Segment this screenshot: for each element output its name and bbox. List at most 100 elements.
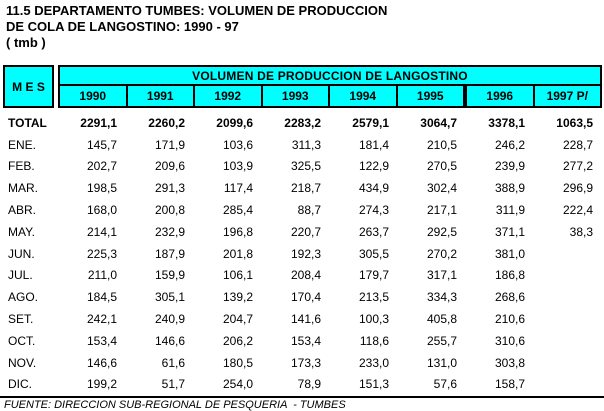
value-cell: 218,7 xyxy=(290,181,321,196)
value-cell: 209,6 xyxy=(154,159,185,174)
value-cell: 139,2 xyxy=(222,290,253,305)
value-cell: 228,7 xyxy=(562,137,593,152)
value-cell: 208,4 xyxy=(290,268,321,283)
row-label: TOTAL xyxy=(8,115,47,130)
value-cell: 206,2 xyxy=(222,333,253,348)
table-row: AGO. 184,5 305,1 139,2 170,4 213,5 334,3 268,6 xyxy=(0,286,604,308)
value-cell: 233,0 xyxy=(358,355,389,370)
row-label: MAR. xyxy=(8,181,38,196)
value-cell: 106,1 xyxy=(222,268,253,283)
row-label: AGO. xyxy=(8,290,39,305)
table-row: JUN. 225,3 187,9 201,8 192,3 305,5 270,2 381,0 xyxy=(0,243,604,265)
value-cell: 184,5 xyxy=(86,290,117,305)
table-header-block: VOLUMEN DE PRODUCCION DE LANGOSTINO 1990… xyxy=(58,65,602,108)
value-cell: 2099,6 xyxy=(216,115,253,130)
value-cell: 202,7 xyxy=(86,159,117,174)
value-cell: 325,5 xyxy=(290,159,321,174)
value-cell: 153,4 xyxy=(290,333,321,348)
year-header-cell: 1993 xyxy=(260,86,329,106)
value-cell: 285,4 xyxy=(222,203,253,218)
value-cell: 254,0 xyxy=(222,377,253,392)
table-row: NOV. 146,6 61,6 180,5 173,3 233,0 131,0 303,8 xyxy=(0,352,604,374)
table-row: OCT. 153,4 146,6 206,2 153,4 118,6 255,7 310,6 xyxy=(0,330,604,352)
value-cell: 232,9 xyxy=(154,224,185,239)
value-cell: 2283,2 xyxy=(284,115,321,130)
value-cell: 3378,1 xyxy=(488,115,525,130)
table-row: TOTAL 2291,1 2260,2 2099,6 2283,2 2579,1 3064,… xyxy=(0,112,604,134)
value-cell: 103,9 xyxy=(222,159,253,174)
value-cell: 159,9 xyxy=(154,268,185,283)
value-cell: 171,9 xyxy=(154,137,185,152)
value-cell: 217,1 xyxy=(426,203,457,218)
value-cell: 220,7 xyxy=(290,224,321,239)
value-cell: 199,2 xyxy=(86,377,117,392)
title-line-1: 11.5 DEPARTAMENTO TUMBES: VOLUMEN DE PRO… xyxy=(6,3,388,18)
row-label: JUN. xyxy=(8,246,35,261)
value-cell: 2260,2 xyxy=(148,115,185,130)
table-row: SET. 242,1 240,9 204,7 141,6 100,3 405,8 210,6 xyxy=(0,308,604,330)
value-cell: 1063,5 xyxy=(556,115,593,130)
value-cell: 263,7 xyxy=(358,224,389,239)
value-cell: 255,7 xyxy=(426,333,457,348)
year-header-cell: 1992 xyxy=(193,86,261,106)
value-cell: 270,2 xyxy=(426,246,457,261)
year-header-cell: 1994 xyxy=(328,86,396,106)
value-cell: 305,1 xyxy=(154,290,185,305)
value-cell: 170,4 xyxy=(290,290,321,305)
value-cell: 270,5 xyxy=(426,159,457,174)
value-cell: 88,7 xyxy=(297,203,321,218)
year-header-cell: 1996 xyxy=(463,86,533,106)
table-row: FEB. 202,7 209,6 103,9 325,5 122,9 270,5 239,9 2… xyxy=(0,156,604,178)
value-cell: 310,6 xyxy=(494,333,525,348)
value-cell: 240,9 xyxy=(154,312,185,327)
value-cell: 2579,1 xyxy=(352,115,389,130)
year-header-cell: 1991 xyxy=(125,86,194,106)
value-cell: 296,9 xyxy=(562,181,593,196)
value-cell: 200,8 xyxy=(154,203,185,218)
value-cell: 274,3 xyxy=(358,203,389,218)
year-header-cell: 1997 P/ xyxy=(532,86,601,106)
row-label: JUL. xyxy=(8,268,33,283)
year-header-row: 1990 1991 1992 1993 1994 1995 1996 1997 P/ xyxy=(60,86,600,106)
row-label: DIC. xyxy=(8,377,32,392)
value-cell: 173,3 xyxy=(290,355,321,370)
value-cell: 246,2 xyxy=(494,137,525,152)
value-cell: 317,1 xyxy=(426,268,457,283)
table-row: ENE. 145,7 171,9 103,6 311,3 181,4 210,5 246,2 2… xyxy=(0,134,604,156)
value-cell: 145,7 xyxy=(86,137,117,152)
row-label: SET. xyxy=(8,312,34,327)
value-cell: 242,1 xyxy=(86,312,117,327)
value-cell: 168,0 xyxy=(86,203,117,218)
group-header: VOLUMEN DE PRODUCCION DE LANGOSTINO xyxy=(60,67,600,86)
row-label: ABR. xyxy=(8,203,37,218)
value-cell: 268,6 xyxy=(494,290,525,305)
value-cell: 434,9 xyxy=(358,181,389,196)
value-cell: 187,9 xyxy=(154,246,185,261)
value-cell: 239,9 xyxy=(494,159,525,174)
value-cell: 292,5 xyxy=(426,224,457,239)
table-row: DIC. 199,2 51,7 254,0 78,9 151,3 57,6 158,7 xyxy=(0,374,604,396)
value-cell: 291,3 xyxy=(154,181,185,196)
value-cell: 210,6 xyxy=(494,312,525,327)
row-label: MAY. xyxy=(8,224,35,239)
table-row: ABR. 168,0 200,8 285,4 88,7 274,3 217,1 311,9 22… xyxy=(0,199,604,221)
value-cell: 186,8 xyxy=(494,268,525,283)
table-row: JUL. 211,0 159,9 106,1 208,4 179,7 317,1 186,8 xyxy=(0,265,604,287)
value-cell: 214,1 xyxy=(86,224,117,239)
value-cell: 311,3 xyxy=(291,137,321,152)
value-cell: 103,6 xyxy=(222,137,253,152)
row-label: ENE. xyxy=(8,137,37,152)
value-cell: 311,9 xyxy=(495,203,525,218)
table-row: MAY. 214,1 232,9 196,8 220,7 263,7 292,5 371,1 3… xyxy=(0,221,604,243)
value-cell: 146,6 xyxy=(154,333,185,348)
page-title: 11.5 DEPARTAMENTO TUMBES: VOLUMEN DE PRO… xyxy=(6,3,387,51)
value-cell: 213,5 xyxy=(358,290,389,305)
value-cell: 225,3 xyxy=(86,246,117,261)
value-cell: 201,8 xyxy=(222,246,253,261)
table-bottom-rule xyxy=(0,396,604,398)
value-cell: 405,8 xyxy=(426,312,457,327)
value-cell: 51,7 xyxy=(161,377,185,392)
value-cell: 122,9 xyxy=(358,159,389,174)
value-cell: 78,9 xyxy=(297,377,321,392)
